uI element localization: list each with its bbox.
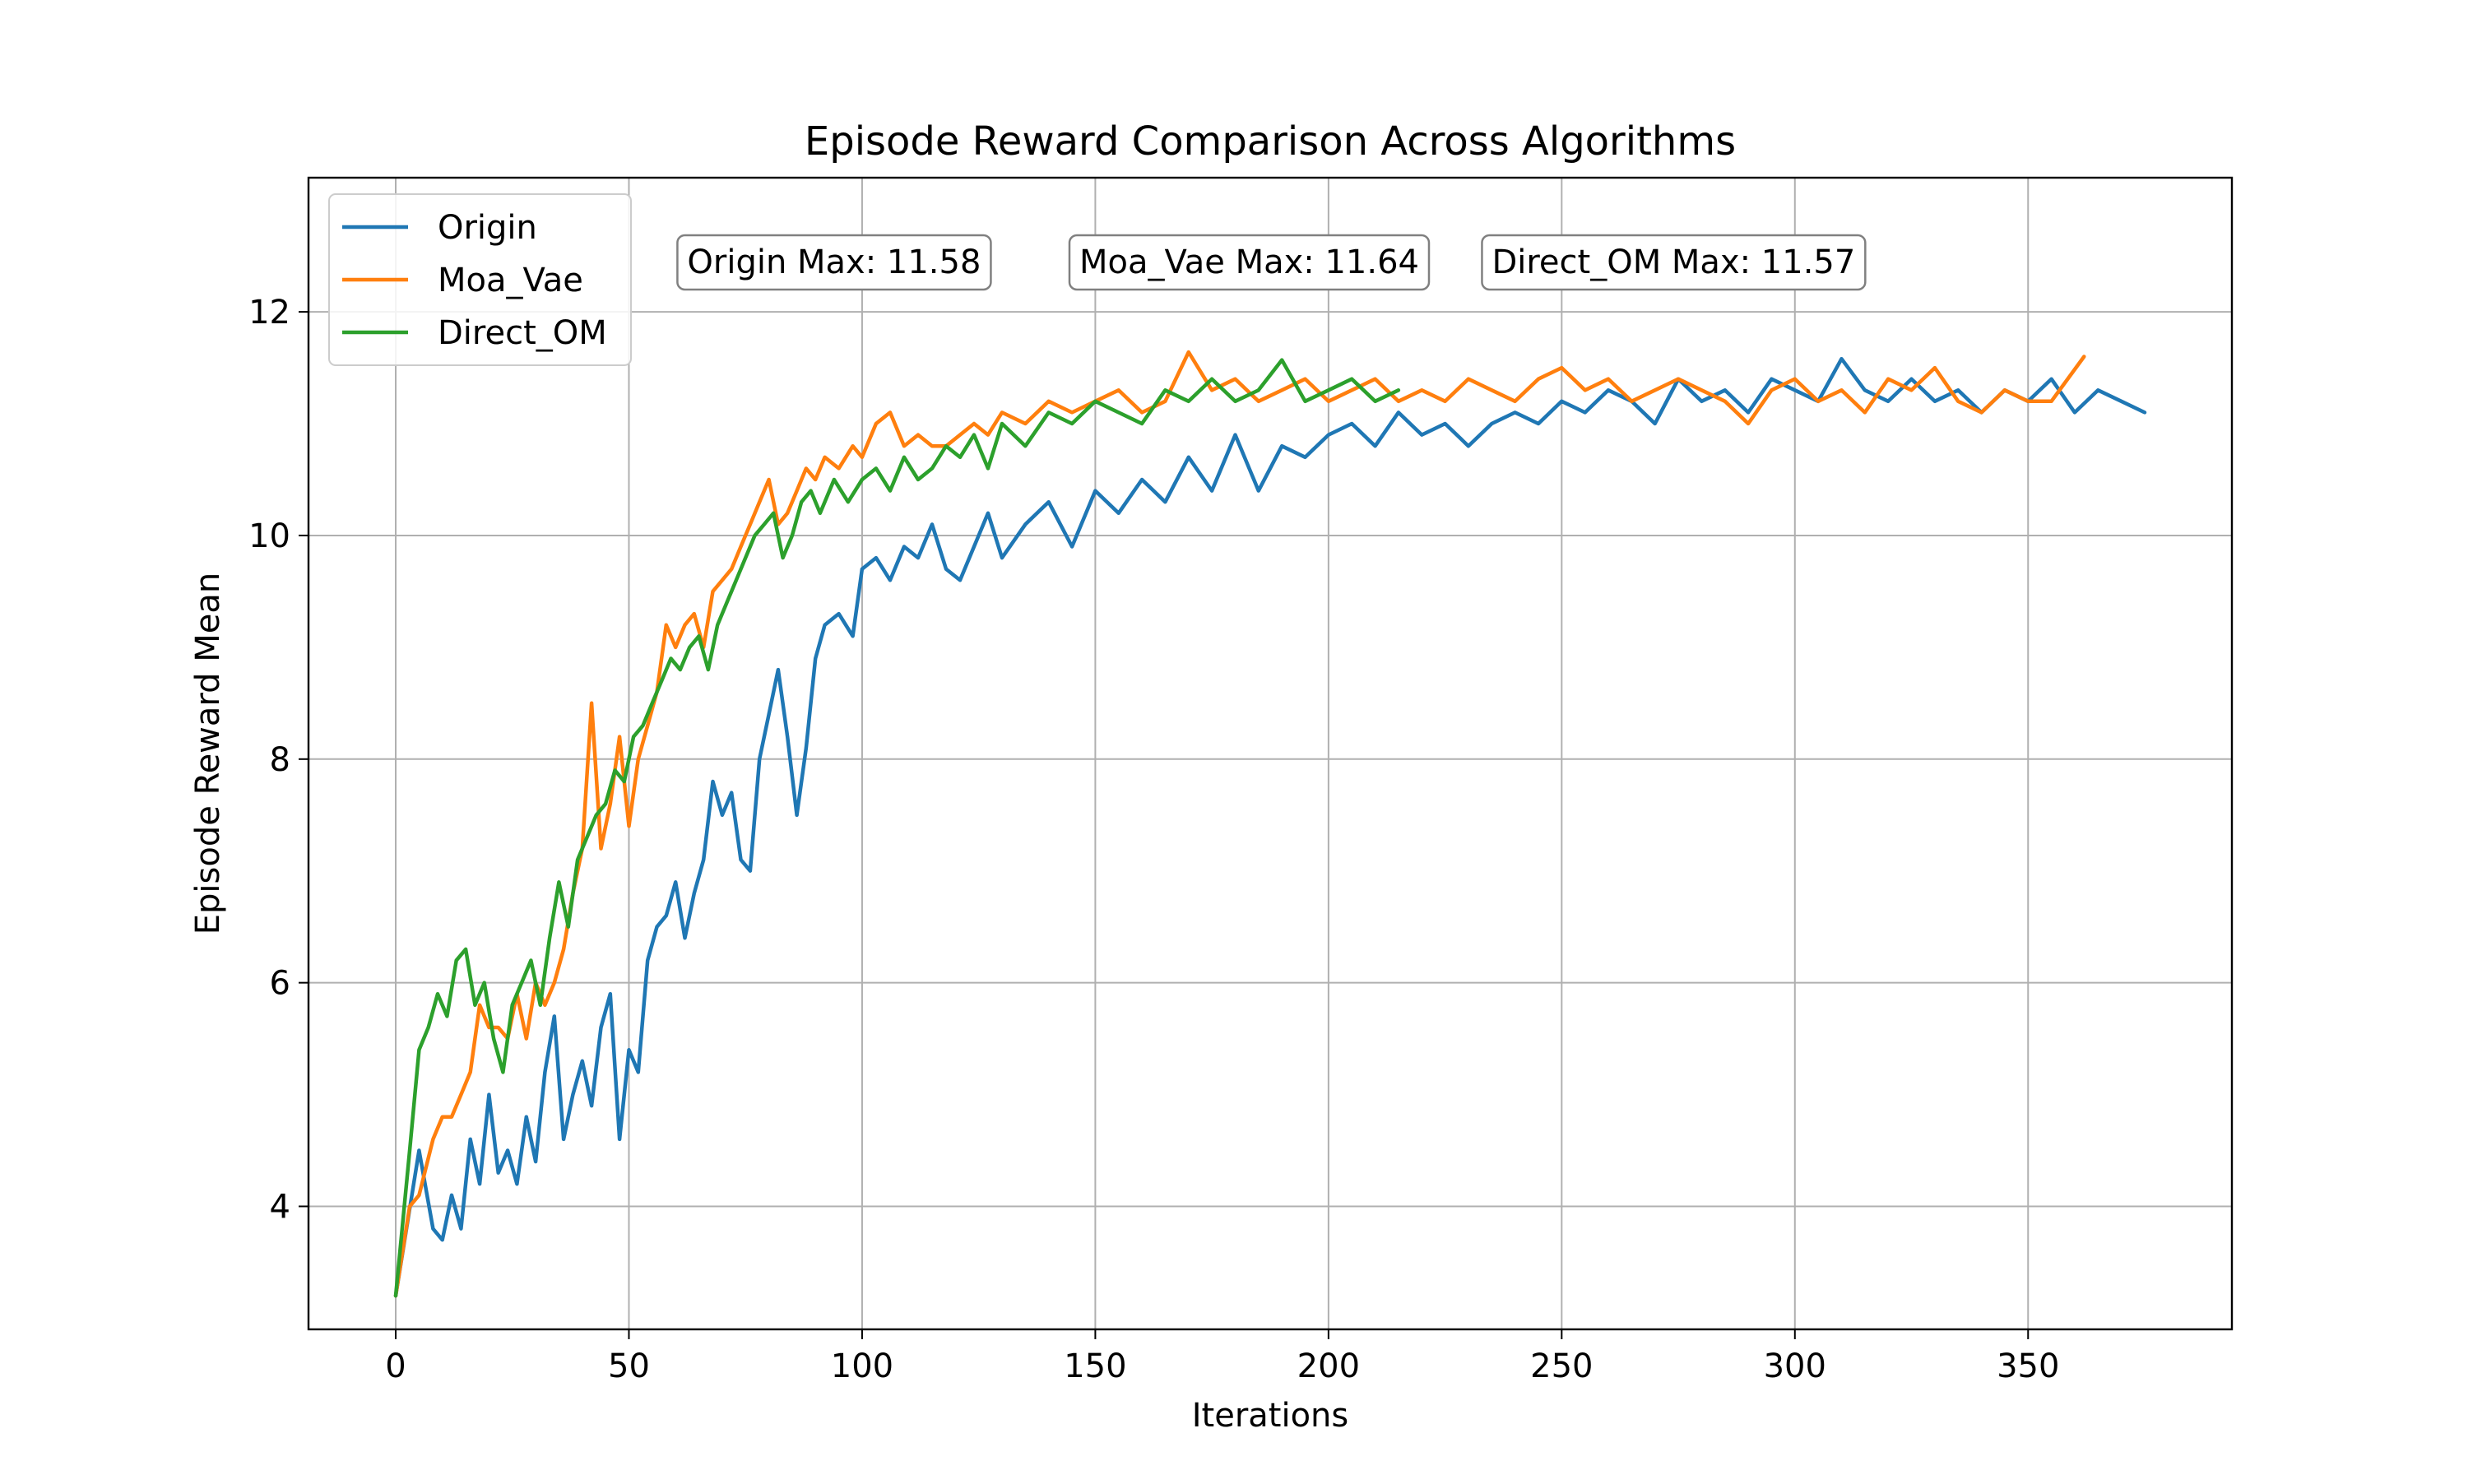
y-tick-label: 12 bbox=[248, 294, 290, 332]
chart-title: Episode Reward Comparison Across Algorit… bbox=[805, 118, 1736, 165]
plot-frame bbox=[307, 176, 2234, 1331]
x-tick-label: 100 bbox=[831, 1347, 893, 1385]
x-tick-label: 150 bbox=[1064, 1347, 1126, 1385]
x-tick-label: 0 bbox=[385, 1347, 406, 1385]
max-annotations: Origin Max: 11.58 Moa_Vae Max: 11.64 Direc… bbox=[676, 234, 1867, 291]
y-tick-label: 4 bbox=[270, 1188, 290, 1226]
legend-label: Origin bbox=[438, 209, 537, 247]
legend-label: Moa_Vae bbox=[438, 262, 583, 299]
annotation-text: Moa_Vae Max: 11.64 bbox=[1079, 243, 1419, 281]
legend[interactable]: Origin Moa_Vae Direct_OM bbox=[328, 193, 632, 366]
y-axis-label: Episode Reward Mean bbox=[189, 573, 227, 934]
x-tick-label: 200 bbox=[1297, 1347, 1360, 1385]
max-annotation: Direct_OM Max: 11.57 bbox=[1481, 234, 1867, 291]
annotation-text: Origin Max: 11.58 bbox=[687, 243, 981, 281]
series-lines bbox=[393, 350, 2147, 1298]
annotation-box bbox=[676, 234, 992, 291]
series-line-moa-vae bbox=[393, 350, 2086, 1298]
annotation-text: Direct_OM Max: 11.57 bbox=[1491, 243, 1855, 281]
legend-item[interactable]: Moa_Vae bbox=[342, 262, 583, 299]
legend-item[interactable]: Origin bbox=[342, 209, 537, 247]
y-tick-label: 6 bbox=[270, 965, 290, 1003]
legend-label: Direct_OM bbox=[438, 314, 607, 352]
annotation-box bbox=[1481, 234, 1867, 291]
y-tick-label: 8 bbox=[270, 741, 290, 779]
x-tick-label: 50 bbox=[608, 1347, 650, 1385]
series-line-origin bbox=[393, 356, 2147, 1298]
legend-item[interactable]: Direct_OM bbox=[342, 314, 607, 352]
y-tick-label: 10 bbox=[248, 517, 290, 555]
x-tick-label: 350 bbox=[1997, 1347, 2059, 1385]
x-tick-label: 300 bbox=[1764, 1347, 1826, 1385]
max-annotation: Moa_Vae Max: 11.64 bbox=[1068, 234, 1431, 291]
series-line-direct-om bbox=[393, 358, 1401, 1298]
annotation-box bbox=[1068, 234, 1431, 291]
axis-ticks: 0 50 100 150 200 250 300 350 4 6 8 10 12 bbox=[248, 294, 2059, 1385]
x-tick-label: 250 bbox=[1530, 1347, 1593, 1385]
legend-box bbox=[328, 193, 632, 366]
max-annotation: Origin Max: 11.58 bbox=[676, 234, 992, 291]
x-axis-label: Iterations bbox=[1192, 1397, 1349, 1435]
